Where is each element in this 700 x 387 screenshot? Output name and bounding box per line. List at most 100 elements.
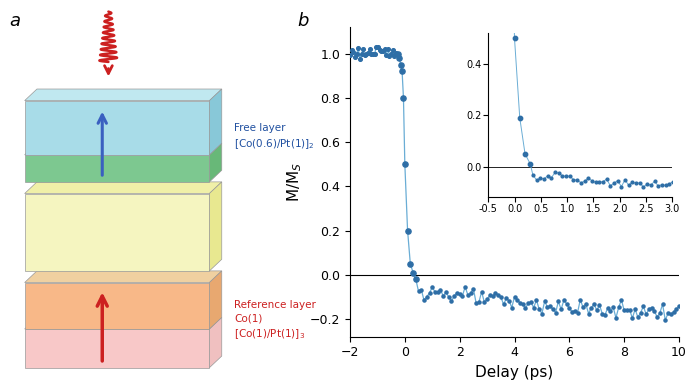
Point — [356, 51, 367, 57]
Point — [495, 294, 506, 300]
Point — [583, 310, 594, 317]
Point — [640, 311, 652, 317]
Point — [594, 302, 605, 308]
Point — [419, 297, 430, 303]
Point — [363, 50, 374, 56]
Point — [435, 286, 446, 293]
Point — [671, 307, 682, 313]
Point — [589, 301, 600, 307]
Point — [449, 293, 460, 299]
Polygon shape — [25, 317, 222, 329]
Point — [528, 305, 539, 311]
Point — [500, 295, 512, 301]
Point — [452, 290, 463, 296]
Point — [542, 304, 553, 310]
Point — [402, 228, 413, 234]
Point — [473, 299, 484, 305]
Polygon shape — [209, 143, 222, 182]
Point — [622, 307, 633, 313]
Point — [410, 276, 421, 282]
Point — [572, 310, 583, 316]
Point — [366, 51, 377, 57]
Point — [459, 284, 470, 290]
Polygon shape — [25, 283, 209, 329]
Point — [379, 45, 390, 51]
Point — [376, 48, 387, 55]
Point — [668, 309, 679, 315]
Point — [673, 303, 685, 309]
Point — [405, 260, 416, 267]
Polygon shape — [25, 155, 209, 182]
Point — [512, 296, 523, 303]
Point — [624, 307, 636, 313]
Point — [643, 307, 655, 313]
Point — [443, 294, 454, 300]
Point — [556, 306, 567, 312]
Point — [353, 45, 364, 51]
Point — [591, 307, 602, 313]
Point — [393, 55, 405, 61]
Point — [465, 290, 476, 296]
Point — [386, 51, 397, 57]
Point — [361, 51, 372, 57]
Point — [468, 286, 479, 292]
Point — [351, 51, 362, 57]
Point — [413, 288, 424, 295]
Point — [520, 305, 531, 312]
Point — [613, 304, 624, 310]
Point — [649, 307, 660, 313]
Point — [654, 310, 666, 316]
Point — [553, 298, 564, 305]
Point — [558, 297, 569, 303]
Point — [616, 297, 627, 303]
Point — [359, 52, 370, 58]
Point — [569, 307, 580, 313]
X-axis label: Delay (ps): Delay (ps) — [475, 365, 554, 380]
Point — [484, 292, 496, 298]
Polygon shape — [25, 194, 209, 271]
Point — [454, 291, 466, 297]
Point — [393, 51, 404, 57]
Point — [605, 308, 616, 314]
Point — [525, 299, 536, 305]
Point — [429, 289, 440, 295]
Point — [440, 289, 452, 295]
Point — [398, 95, 409, 101]
Point — [602, 305, 613, 311]
Point — [561, 301, 572, 307]
Point — [395, 62, 406, 68]
Point — [462, 292, 473, 298]
Point — [427, 284, 438, 290]
Text: a: a — [9, 12, 20, 30]
Point — [346, 47, 357, 53]
Point — [389, 53, 400, 60]
Polygon shape — [25, 182, 222, 194]
Point — [348, 49, 359, 55]
Point — [344, 52, 356, 58]
Point — [487, 293, 498, 300]
Point — [536, 310, 547, 317]
Point — [608, 304, 619, 310]
Polygon shape — [25, 143, 222, 155]
Point — [349, 53, 360, 60]
Point — [575, 296, 586, 303]
Point — [492, 292, 503, 298]
Point — [396, 68, 407, 74]
Point — [629, 306, 641, 312]
Point — [470, 300, 482, 306]
Point — [580, 301, 592, 307]
Point — [364, 45, 375, 51]
Polygon shape — [209, 271, 222, 329]
Point — [446, 298, 457, 304]
Point — [377, 48, 388, 54]
Point — [369, 51, 380, 57]
Point — [665, 311, 676, 317]
Point — [421, 294, 433, 300]
Point — [531, 297, 542, 303]
Text: Cu (10): Cu (10) — [90, 232, 136, 245]
Point — [523, 300, 534, 306]
Point — [476, 289, 487, 295]
Point — [632, 314, 643, 320]
Point — [610, 315, 622, 321]
Point — [354, 56, 365, 62]
